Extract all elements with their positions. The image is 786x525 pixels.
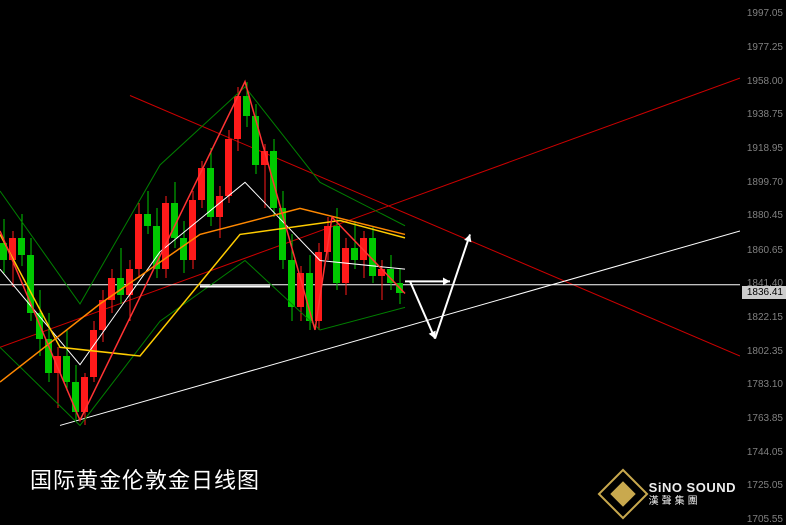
candle [189, 0, 196, 520]
candle [72, 0, 79, 520]
candle [108, 0, 115, 520]
candle [198, 0, 205, 520]
candle [297, 0, 304, 520]
y-tick-label: 1763.85 [747, 413, 783, 424]
candle [27, 0, 34, 520]
y-tick-label: 1802.35 [747, 346, 783, 357]
candle [333, 0, 340, 520]
candle [306, 0, 313, 520]
watermark-brand-en: SiNO SOUND [649, 481, 736, 495]
candle [369, 0, 376, 520]
candle [0, 0, 7, 520]
candle [387, 0, 394, 520]
candle [126, 0, 133, 520]
candle [36, 0, 43, 520]
y-tick-label: 1899.70 [747, 177, 783, 188]
candle [135, 0, 142, 520]
candle [90, 0, 97, 520]
candle [171, 0, 178, 520]
candle [225, 0, 232, 520]
y-tick-label: 1783.10 [747, 379, 783, 390]
candle [99, 0, 106, 520]
candle [279, 0, 286, 520]
candle [153, 0, 160, 520]
candle [18, 0, 25, 520]
candle [360, 0, 367, 520]
candle [261, 0, 268, 520]
candle [378, 0, 385, 520]
candle [252, 0, 259, 520]
candle [117, 0, 124, 520]
candle [162, 0, 169, 520]
chart-title: 国际黄金伦敦金日线图 [30, 463, 260, 495]
candle [144, 0, 151, 520]
watermark: SiNO SOUND 漢聲集團 [605, 476, 736, 512]
candle [234, 0, 241, 520]
candle [270, 0, 277, 520]
candle [324, 0, 331, 520]
y-tick-label: 1977.25 [747, 42, 783, 53]
candle [243, 0, 250, 520]
candle [45, 0, 52, 520]
y-tick-label: 1938.75 [747, 109, 783, 120]
candle [216, 0, 223, 520]
candle [288, 0, 295, 520]
y-tick-label: 1958.00 [747, 76, 783, 87]
y-tick-label: 1822.15 [747, 312, 783, 323]
watermark-logo [597, 469, 648, 520]
candle [180, 0, 187, 520]
y-tick-label: 1880.45 [747, 210, 783, 221]
candle [63, 0, 70, 520]
y-tick-label: 1725.05 [747, 480, 783, 491]
current-price-tag: 1836.41 [742, 286, 786, 299]
chart-canvas [0, 0, 740, 520]
y-tick-label: 1918.95 [747, 143, 783, 154]
candle [81, 0, 88, 520]
y-axis: 1997.05 1977.25 1958.00 1938.75 1918.95 1899.… [740, 0, 786, 520]
candle [9, 0, 16, 520]
y-tick-label: 1744.05 [747, 447, 783, 458]
y-tick-label: 1997.05 [747, 8, 783, 19]
watermark-brand-cn: 漢聲集團 [649, 496, 736, 507]
candle [54, 0, 61, 520]
candle [342, 0, 349, 520]
candle [207, 0, 214, 520]
y-tick-label: 1860.65 [747, 245, 783, 256]
candle [315, 0, 322, 520]
candle [351, 0, 358, 520]
candle [396, 0, 403, 520]
